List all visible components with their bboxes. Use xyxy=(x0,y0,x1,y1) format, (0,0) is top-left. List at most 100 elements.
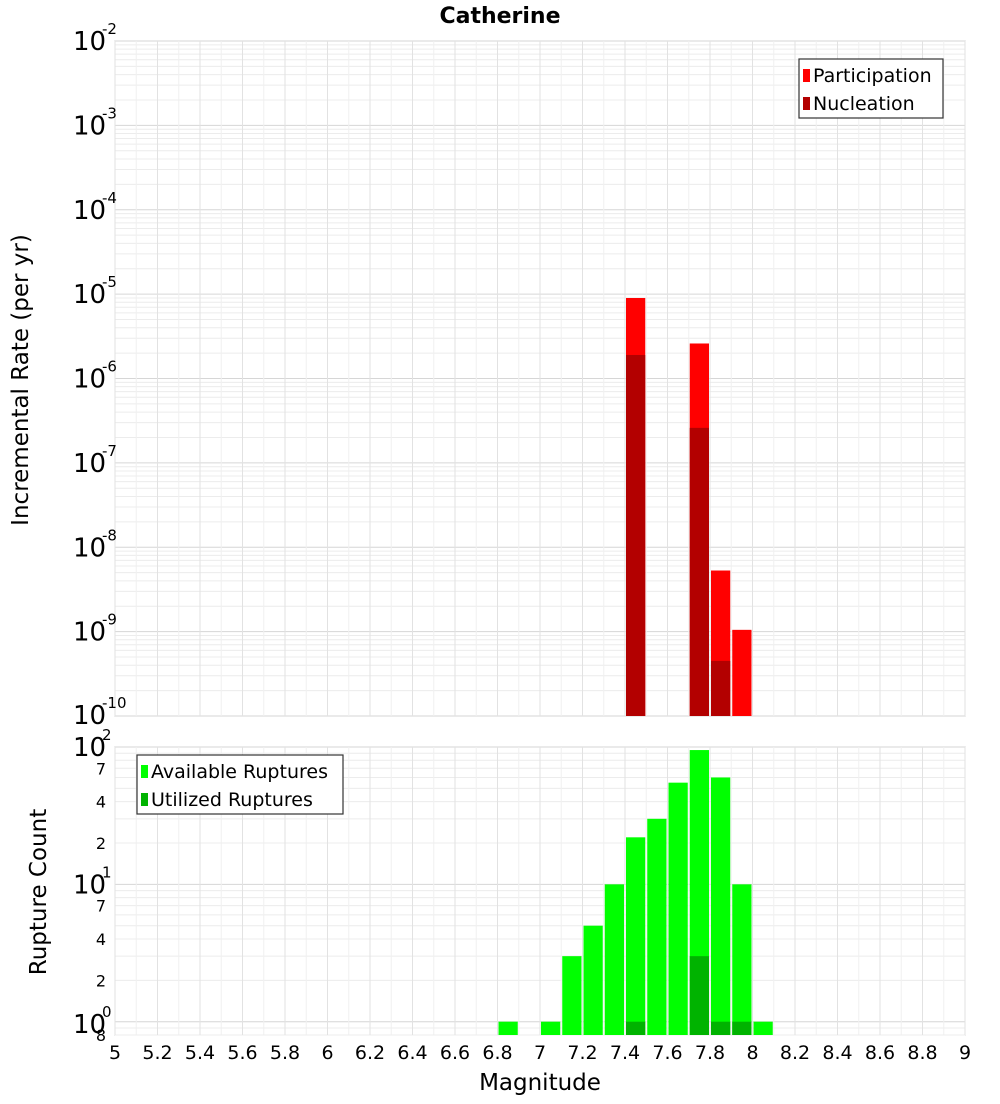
y-tick-exponent: -3 xyxy=(102,104,117,122)
x-tick-label: 7.2 xyxy=(567,1042,597,1064)
y-tick-label: 10-8 xyxy=(73,526,117,563)
legend-box xyxy=(136,754,344,815)
x-tick-label: 9 xyxy=(959,1042,971,1064)
x-tick-label: 6 xyxy=(321,1042,333,1064)
y-tick-exponent: 1 xyxy=(102,863,112,881)
grid xyxy=(114,40,966,717)
y-tick-base: 10 xyxy=(73,533,106,563)
y-tick-minor-label: 4 xyxy=(96,930,106,949)
y-tick-minor-label: 2 xyxy=(96,971,106,990)
x-tick-label: 6.6 xyxy=(440,1042,470,1064)
legend-box xyxy=(798,58,944,119)
y-tick-exponent: 0 xyxy=(102,1003,112,1021)
y-tick-exponent: -2 xyxy=(102,20,117,38)
y-tick-label: 101 xyxy=(73,863,112,900)
y-tick-label: 7 xyxy=(96,759,106,778)
y-tick-exponent: -6 xyxy=(102,358,117,376)
x-tick-labels: 5 5.2 5.4 5.6 5.8 6 6.2 6.4 6.6 6.8 7 7.2 7.4 7.6 7.8 8… xyxy=(109,1042,971,1064)
x-tick-label: 6.2 xyxy=(355,1042,385,1064)
participation-legend-swatch xyxy=(803,69,810,82)
participation-legend-label: Participation xyxy=(813,65,932,87)
y-tick-label: 102 xyxy=(73,726,112,763)
bars xyxy=(498,750,773,1035)
y-tick-base: 10 xyxy=(73,449,106,479)
x-tick-label: 6.4 xyxy=(397,1042,427,1064)
rate-axis-title: Incremental Rate (per yr) xyxy=(8,234,34,526)
y-tick-exponent: -9 xyxy=(102,611,117,629)
available-ruptures-bar xyxy=(647,818,667,1035)
available-ruptures-bar xyxy=(604,884,624,1035)
utilized-ruptures-bar xyxy=(711,1021,731,1035)
rate-panel: 10-1010-910-810-710-610-510-410-310-2Par… xyxy=(73,20,966,731)
utilized-ruptures-legend-label: Utilized Ruptures xyxy=(151,789,313,811)
y-tick-label: 10-9 xyxy=(73,611,117,648)
y-tick-minor-label: 7 xyxy=(96,759,106,778)
y-tick-base: 10 xyxy=(73,733,106,763)
nucleation-bar xyxy=(689,427,709,716)
nucleation-bar xyxy=(626,354,646,716)
nucleation-legend-label: Nucleation xyxy=(813,93,915,115)
utilized-ruptures-bar xyxy=(732,1021,752,1035)
y-tick-exponent: -4 xyxy=(102,189,117,207)
y-tick-minor-label: 4 xyxy=(96,793,106,812)
y-tick-base: 10 xyxy=(73,27,106,57)
utilized-ruptures-bar xyxy=(689,956,709,1035)
legend: Available Ruptures Utilized Ruptures xyxy=(136,754,344,815)
y-tick-minor-label: 7 xyxy=(96,897,106,916)
available-ruptures-bar xyxy=(626,837,646,1035)
magnitude-axis-title: Magnitude xyxy=(479,1070,601,1096)
available-ruptures-bar xyxy=(541,1021,561,1035)
available-ruptures-bar xyxy=(732,884,752,1035)
x-tick-label: 8.2 xyxy=(780,1042,810,1064)
available-ruptures-legend-label: Available Ruptures xyxy=(151,761,328,783)
x-tick-label: 8.6 xyxy=(865,1042,895,1064)
x-tick-label: 5.6 xyxy=(227,1042,257,1064)
available-ruptures-legend-swatch xyxy=(141,765,148,778)
nucleation-bar xyxy=(711,660,731,716)
y-tick-exponent: 2 xyxy=(102,726,112,744)
y-tick-base: 10 xyxy=(73,196,106,226)
x-tick-label: 8.8 xyxy=(907,1042,937,1064)
count-axis-title: Rupture Count xyxy=(26,809,52,975)
y-tick-exponent: -7 xyxy=(102,442,117,460)
chart-title: Catherine xyxy=(439,4,560,29)
x-tick-label: 5.8 xyxy=(270,1042,300,1064)
y-tick-label: 100 xyxy=(73,1003,112,1040)
utilized-ruptures-bar xyxy=(626,1021,646,1035)
bars xyxy=(626,297,752,716)
available-ruptures-bar xyxy=(668,782,688,1035)
x-tick-label: 7.8 xyxy=(695,1042,725,1064)
x-tick-label: 5.4 xyxy=(185,1042,215,1064)
participation-bar xyxy=(732,629,752,716)
y-tick-base: 10 xyxy=(73,618,106,648)
y-tick-base: 10 xyxy=(73,1010,106,1040)
y-tick-base: 10 xyxy=(73,701,106,731)
utilized-ruptures-legend-swatch xyxy=(141,793,148,806)
y-tick-exponent: -5 xyxy=(102,273,117,291)
y-tick-label: 2 xyxy=(96,834,106,853)
x-tick-label: 8.4 xyxy=(822,1042,852,1064)
y-tick-label: 2 xyxy=(96,971,106,990)
y-tick-label: 10-7 xyxy=(73,442,117,479)
legend: Participation Nucleation xyxy=(798,58,944,119)
y-tick-base: 10 xyxy=(73,111,106,141)
y-tick-label: 10-10 xyxy=(73,694,127,731)
nucleation-legend-swatch xyxy=(803,97,810,110)
x-tick-label: 8 xyxy=(746,1042,758,1064)
y-tick-label: 10-5 xyxy=(73,273,117,310)
y-tick-base: 10 xyxy=(73,365,106,395)
available-ruptures-bar xyxy=(562,956,582,1035)
available-ruptures-bar xyxy=(711,777,731,1035)
x-tick-label: 7.4 xyxy=(610,1042,640,1064)
y-tick-minor-label: 2 xyxy=(96,834,106,853)
x-tick-label: 7 xyxy=(534,1042,546,1064)
x-tick-label: 6.8 xyxy=(482,1042,512,1064)
y-tick-label: 10-2 xyxy=(73,20,117,57)
available-ruptures-bar xyxy=(498,1021,518,1035)
y-tick-label: 10-4 xyxy=(73,189,117,226)
y-tick-exponent: -10 xyxy=(102,694,127,712)
